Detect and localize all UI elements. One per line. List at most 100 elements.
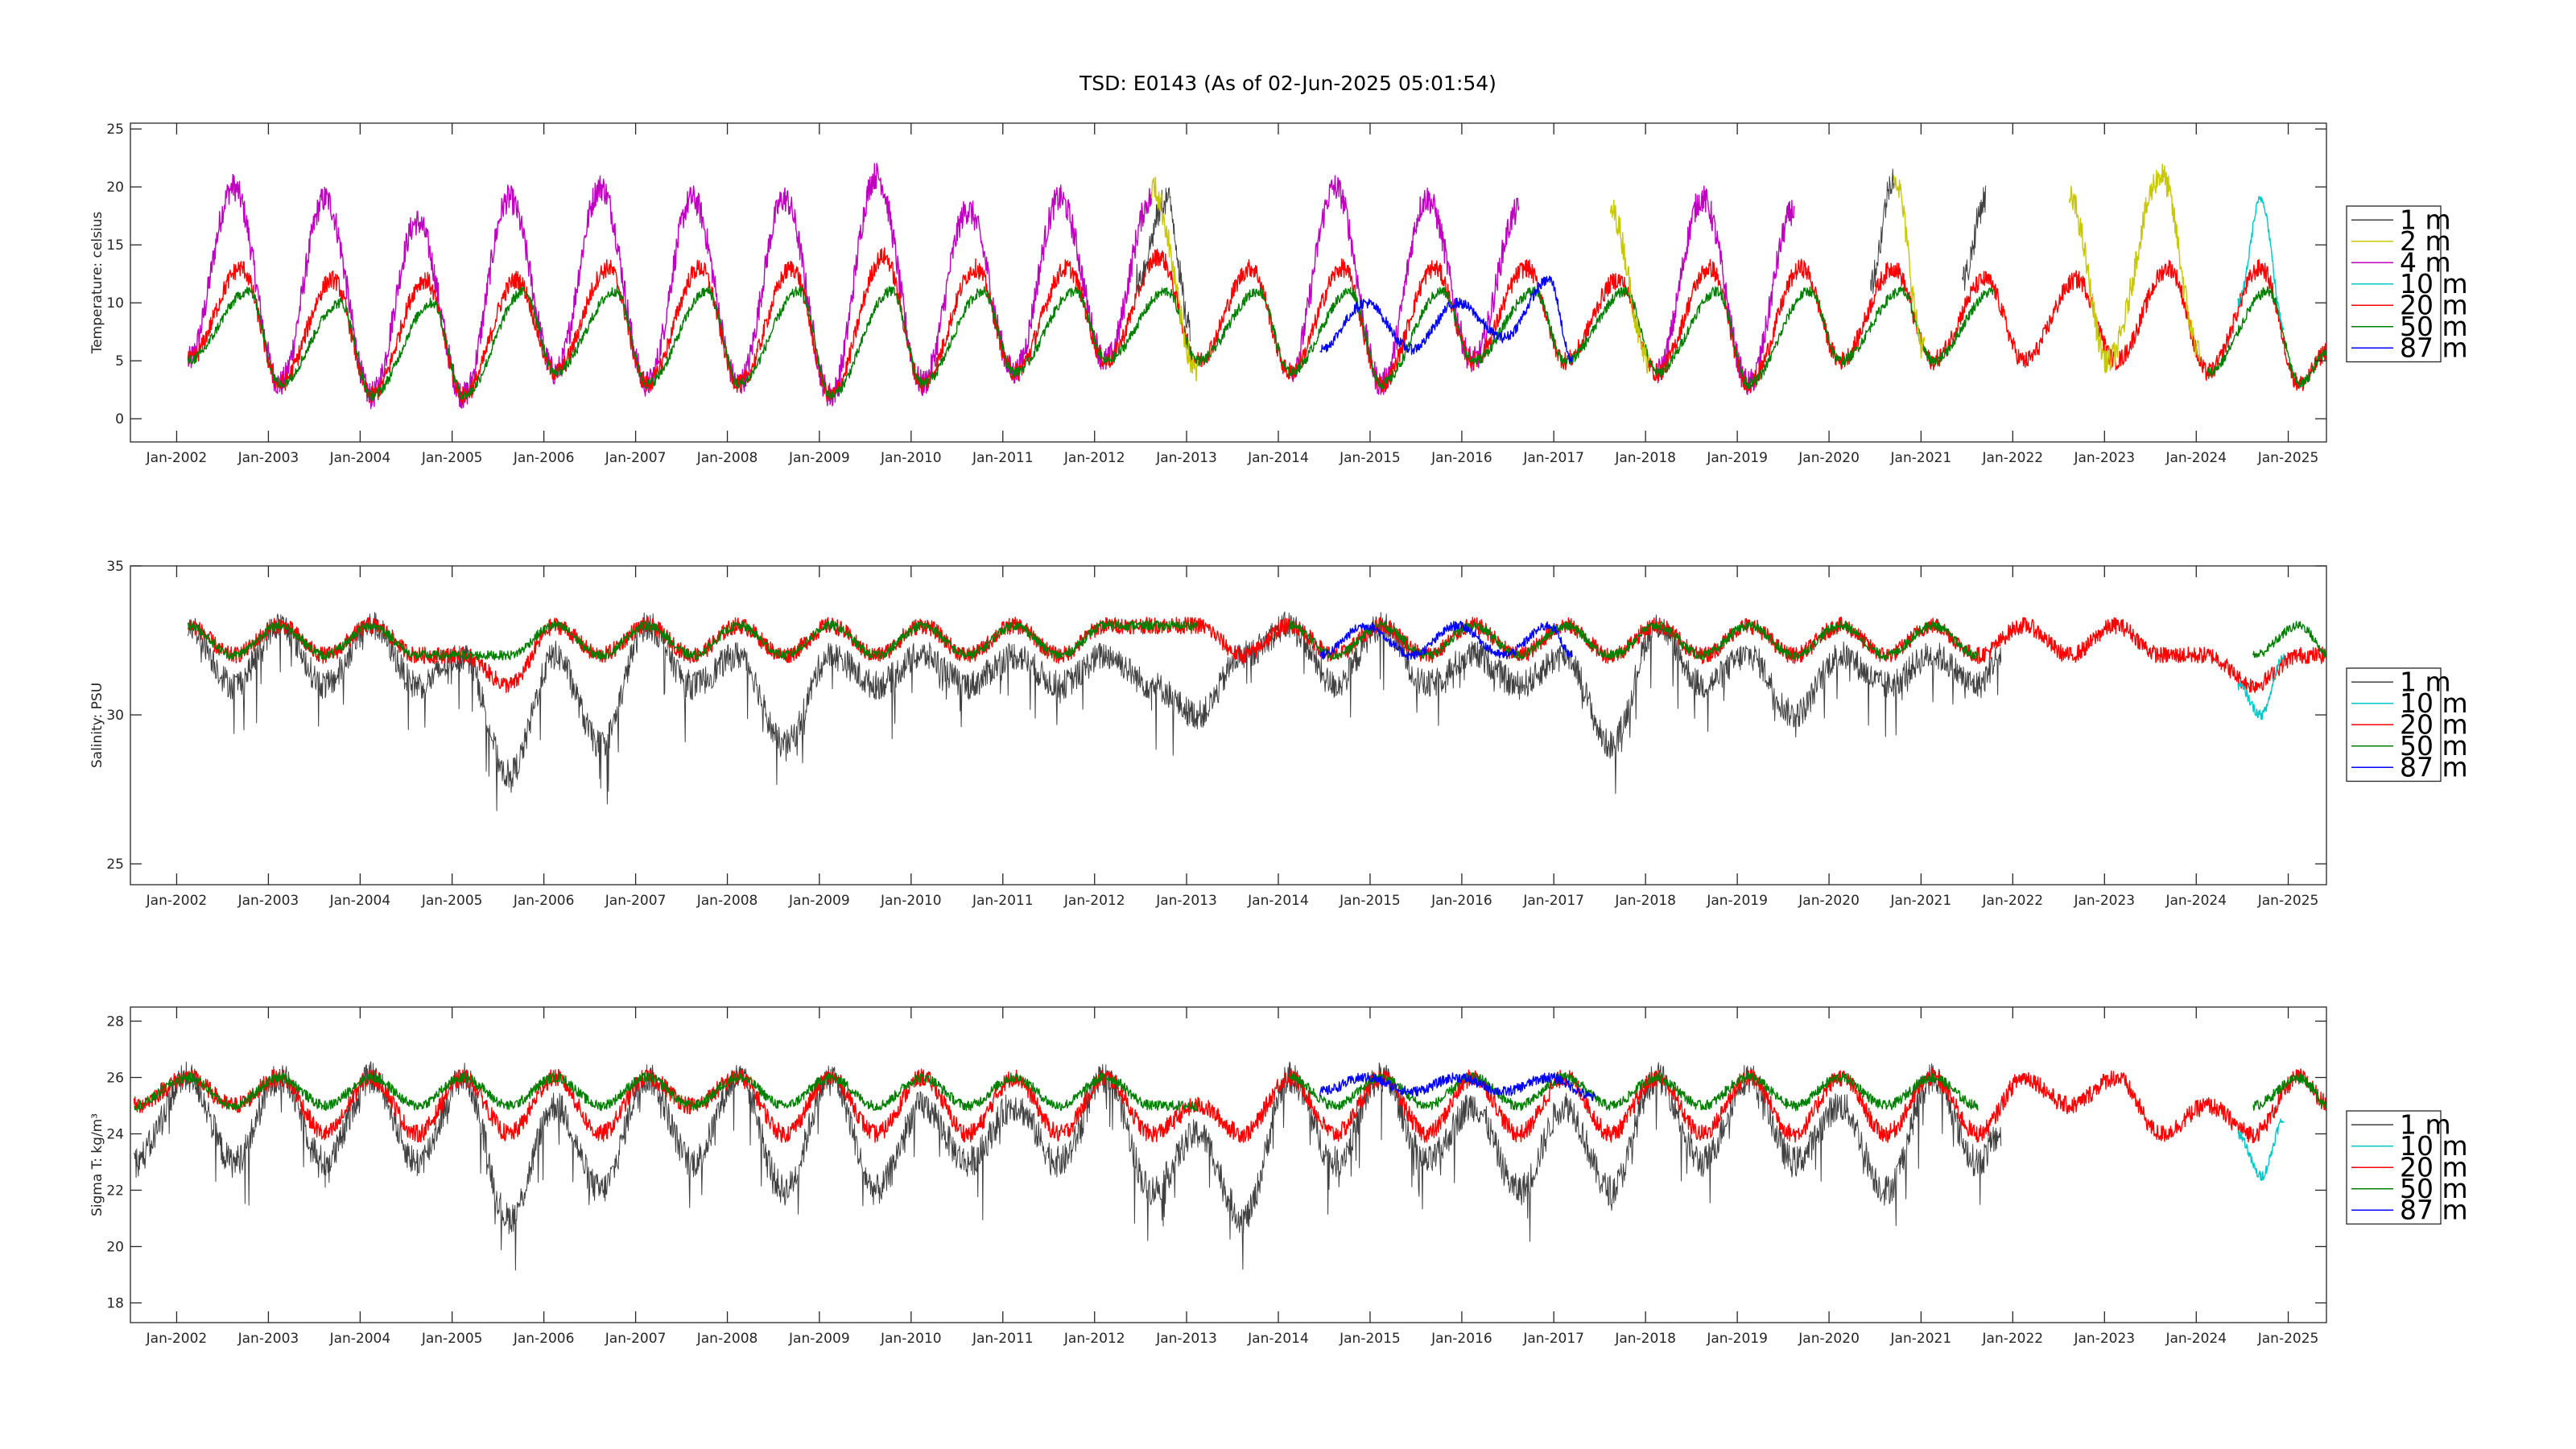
series-20m: [133, 1067, 2326, 1144]
x-tick-label: Jan-2016: [1430, 1331, 1492, 1347]
series-2m: [1150, 163, 2201, 382]
y-tick-label: 28: [106, 1014, 124, 1030]
x-tick-label: Jan-2025: [2257, 893, 2319, 909]
x-tick-label: Jan-2004: [329, 450, 391, 466]
series-1m: [188, 611, 2002, 811]
plot-area: [187, 163, 2326, 410]
x-tick-label: Jan-2021: [1890, 893, 1952, 909]
x-tick-label: Jan-2004: [329, 1331, 391, 1347]
legend-label: 10 m: [2400, 1130, 2468, 1162]
x-tick-label: Jan-2021: [1890, 450, 1952, 466]
x-tick-label: Jan-2022: [1982, 1331, 2044, 1347]
x-tick-label: Jan-2015: [1339, 893, 1401, 909]
plot-area: [133, 1061, 2326, 1271]
x-tick-label: Jan-2016: [1430, 450, 1492, 466]
panel-3: 18 20 22 24 26 28 Jan-2002 Jan-2003 Jan-2004 Jan-…: [89, 1006, 2468, 1347]
x-tick-label: Jan-2002: [146, 893, 208, 909]
x-tick-label: Jan-2013: [1155, 450, 1217, 466]
x-tick-label: Jan-2023: [2073, 450, 2135, 466]
x-tick-label: Jan-2012: [1063, 450, 1125, 466]
x-tick-label: Jan-2005: [421, 450, 483, 466]
x-tick-label: Jan-2016: [1430, 893, 1492, 909]
x-tick-label: Jan-2013: [1155, 893, 1217, 909]
panel-1: 0 5 10 15 20 25 Jan-2002 Jan-2003 Jan-2004 Jan-20…: [89, 122, 2468, 466]
series-10m: [2237, 653, 2285, 720]
panel-2: 25 30 35 Jan-2002 Jan-2003 Jan-2004 Jan-2005 Ja…: [89, 559, 2468, 909]
axes-box: [130, 1006, 2327, 1323]
y-axis-label: Temperature: celsius: [89, 212, 105, 355]
x-tick-label: Jan-2003: [237, 893, 299, 909]
legend-label: 4 m: [2400, 246, 2451, 278]
y-tick-label: 15: [106, 237, 124, 254]
x-tick-label: Jan-2013: [1155, 1331, 1217, 1347]
plot-area: [187, 611, 2326, 811]
x-tick-label: Jan-2007: [605, 1331, 667, 1347]
x-tick-label: Jan-2008: [696, 893, 758, 909]
x-tick-label: Jan-2017: [1522, 893, 1584, 909]
x-tick-label: Jan-2019: [1706, 1331, 1768, 1347]
x-tick-label: Jan-2010: [880, 893, 942, 909]
x-tick-label: Jan-2022: [1982, 893, 2044, 909]
x-tick-label: Jan-2018: [1614, 450, 1676, 466]
x-tick-label: Jan-2002: [146, 450, 208, 466]
x-tick-label: Jan-2009: [788, 893, 850, 909]
x-tick-label: Jan-2020: [1798, 1331, 1860, 1347]
x-tick-label: Jan-2003: [237, 450, 299, 466]
x-tick-label: Jan-2015: [1339, 1331, 1401, 1347]
legend-label: 87 m: [2400, 332, 2468, 363]
legend-label: 20 m: [2400, 1151, 2468, 1183]
x-tick-label: Jan-2014: [1247, 1331, 1309, 1347]
x-tick-label: Jan-2023: [2073, 893, 2135, 909]
legend: 1 m2 m4 m10 m20 m50 m87 m: [2346, 204, 2468, 363]
legend-label: 20 m: [2400, 708, 2468, 740]
x-tick-label: Jan-2012: [1063, 1331, 1125, 1347]
legend: 1 m10 m20 m50 m87 m: [2346, 1108, 2468, 1225]
y-tick-label: 20: [106, 1240, 124, 1256]
y-tick-label: 25: [106, 857, 124, 873]
x-tick-label: Jan-2015: [1339, 450, 1401, 466]
x-tick-label: Jan-2019: [1706, 893, 1768, 909]
axes-box: [130, 565, 2327, 886]
x-tick-label: Jan-2005: [421, 893, 483, 909]
x-tick-label: Jan-2012: [1063, 893, 1125, 909]
legend-label: 87 m: [2400, 1194, 2468, 1225]
x-tick-label: Jan-2025: [2257, 1331, 2319, 1347]
x-tick-label: Jan-2014: [1247, 893, 1309, 909]
y-tick-label: 0: [115, 411, 124, 427]
x-tick-label: Jan-2002: [146, 1331, 208, 1347]
legend-label: 1 m: [2400, 204, 2451, 235]
legend-label: 1 m: [2400, 1108, 2451, 1140]
x-tick-label: Jan-2003: [237, 1331, 299, 1347]
x-tick-label: Jan-2010: [880, 1331, 942, 1347]
x-tick-label: Jan-2023: [2073, 1331, 2135, 1347]
y-tick-label: 18: [106, 1296, 124, 1312]
x-tick-label: Jan-2006: [513, 1331, 575, 1347]
x-tick-label: Jan-2019: [1706, 450, 1768, 466]
x-tick-label: Jan-2007: [605, 893, 667, 909]
axes-box: [130, 122, 2327, 443]
x-tick-label: Jan-2020: [1798, 450, 1860, 466]
series-10m: [2237, 196, 2285, 331]
x-tick-label: Jan-2024: [2165, 893, 2227, 909]
figure-title: TSD: E0143 (As of 02-Jun-2025 05:01:54): [1079, 72, 1496, 95]
series-50m: [187, 285, 2326, 402]
x-tick-label: Jan-2021: [1890, 1331, 1952, 1347]
series-1m: [133, 1061, 2002, 1271]
x-tick-label: Jan-2020: [1798, 893, 1860, 909]
series-87m: [1319, 621, 1573, 660]
legend-label: 10 m: [2400, 268, 2468, 299]
x-tick-label: Jan-2022: [1982, 450, 2044, 466]
y-tick-label: 20: [106, 180, 124, 196]
panels: 0 5 10 15 20 25 Jan-2002 Jan-2003 Jan-2004 Jan-20…: [89, 122, 2468, 1347]
series-10m: [2237, 1118, 2285, 1181]
x-tick-label: Jan-2004: [329, 893, 391, 909]
x-tick-label: Jan-2007: [605, 450, 667, 466]
y-tick-label: 10: [106, 295, 124, 312]
y-tick-label: 5: [115, 353, 124, 369]
x-tick-label: Jan-2011: [972, 893, 1034, 909]
y-tick-label: 30: [106, 708, 124, 724]
y-tick-label: 25: [106, 122, 124, 138]
series-50m: [134, 1071, 2326, 1112]
x-tick-label: Jan-2006: [513, 450, 575, 466]
